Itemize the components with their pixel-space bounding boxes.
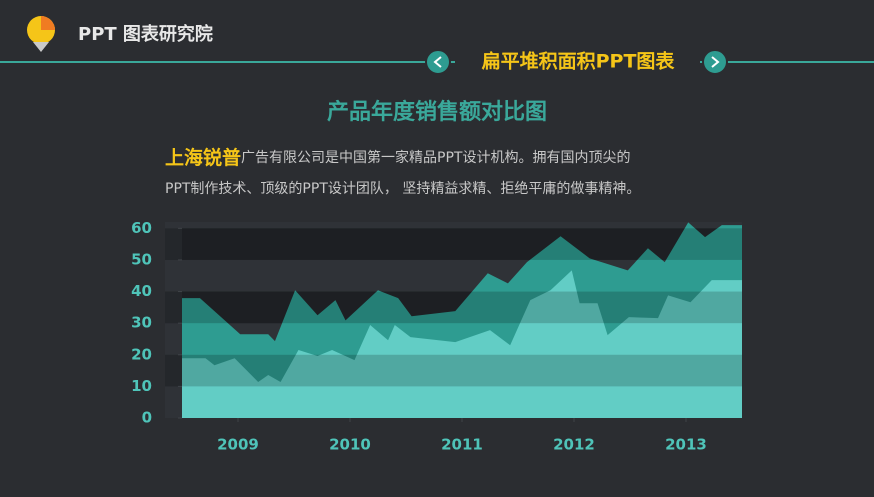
band bbox=[165, 222, 742, 229]
intro-text: 广告有限公司是中国第一家精品PPT设计机构。拥有国内顶尖的 bbox=[241, 149, 630, 166]
brand: PPT 图表研究院 bbox=[78, 23, 213, 45]
section-bg bbox=[455, 47, 700, 75]
x-tick-label: 2009 bbox=[217, 436, 259, 454]
y-tick-label: 0 bbox=[142, 409, 152, 427]
next-button[interactable] bbox=[702, 49, 728, 75]
area bbox=[182, 270, 742, 418]
chart-title: 产品年度销售额对比图 bbox=[327, 99, 547, 125]
y-tick-label: 10 bbox=[131, 377, 152, 395]
intro-line1: 上海锐普广告有限公司是中国第一家精品PPT设计机构。拥有国内顶尖的 bbox=[165, 146, 630, 169]
intro-highlight: 上海锐普 bbox=[165, 146, 241, 169]
y-tick-label: 20 bbox=[131, 345, 152, 363]
band-shade bbox=[182, 354, 742, 387]
section-title: 扁平堆积面积PPT图表 bbox=[482, 50, 676, 73]
x-tick-label: 2012 bbox=[553, 436, 595, 454]
y-tick-label: 60 bbox=[131, 219, 152, 237]
x-tick-label: 2010 bbox=[329, 436, 371, 454]
x-tick-label: 2013 bbox=[665, 436, 707, 454]
band-shade bbox=[182, 228, 742, 260]
y-tick-label: 40 bbox=[131, 282, 152, 300]
y-tick-label: 30 bbox=[131, 314, 152, 332]
plot: 0 10 20 30 40 50 60 2009 2010 2011 2012 2013 bbox=[131, 219, 742, 454]
logo bbox=[27, 16, 55, 52]
band-shade bbox=[182, 291, 742, 324]
x-tick-label: 2011 bbox=[441, 436, 483, 454]
y-tick-label: 50 bbox=[131, 250, 152, 268]
prev-button[interactable] bbox=[425, 49, 451, 75]
intro-line2: PPT制作技术、顶级的PPT设计团队， 坚持精益求精、拒绝平庸的做事精神。 bbox=[165, 180, 640, 197]
